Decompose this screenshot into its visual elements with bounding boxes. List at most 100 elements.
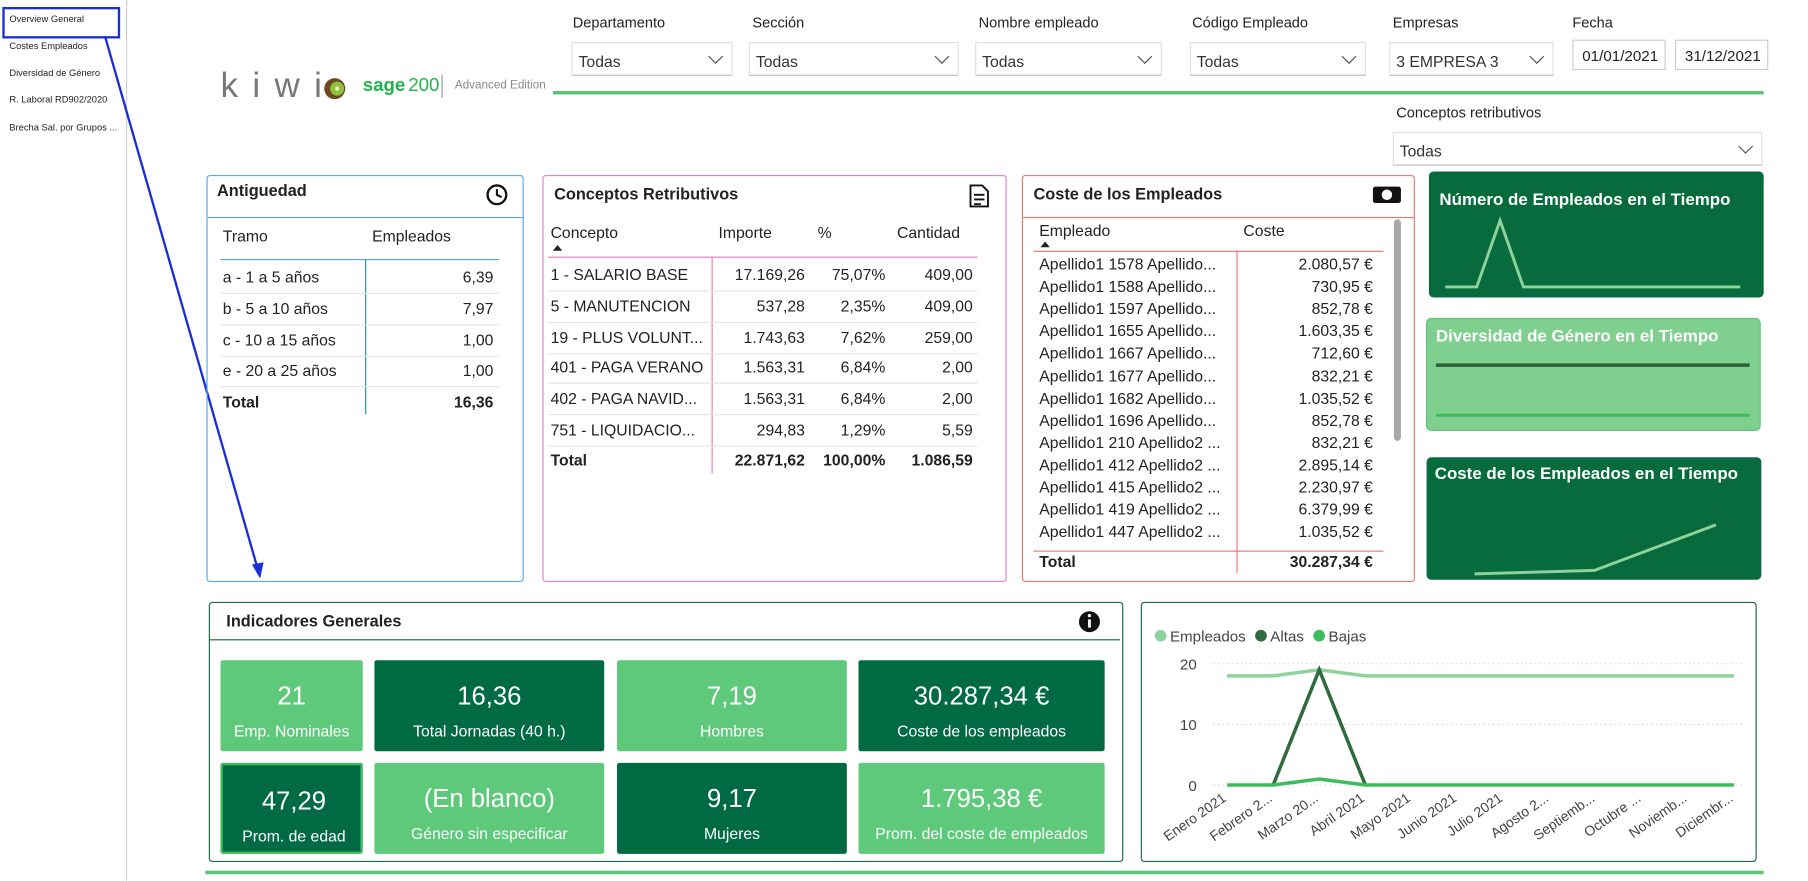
kpi-label: Hombres [700, 722, 764, 740]
cell: 1,29% [840, 421, 886, 439]
dropdown[interactable]: Todas [975, 41, 1162, 76]
rule [1022, 216, 1414, 219]
legend-marker [1313, 629, 1325, 642]
panel-title: Indicadores Generales [226, 611, 402, 630]
doc-icon [969, 184, 989, 208]
cell: 1.563,31 [743, 358, 805, 376]
row-rule [548, 321, 978, 324]
legend-label: Empleados [1170, 629, 1246, 646]
nav-item[interactable]: Overview General [9, 13, 85, 25]
y-tick-label: 10 [1180, 717, 1197, 734]
nav-item[interactable]: Brecha Sal. por Grupos ... [9, 122, 118, 133]
chevron [1738, 138, 1754, 154]
chevron [1341, 49, 1357, 64]
row-rule [220, 324, 500, 326]
scrollbar[interactable] [1393, 219, 1401, 441]
column-header: % [817, 224, 832, 242]
cell: 401 - PAGA VERANO [550, 358, 704, 376]
rule [1033, 250, 1384, 252]
cell: 6.379,99 € [1298, 500, 1373, 519]
filter-label: Nombre empleado [978, 14, 1099, 32]
cell: c - 10 a 15 años [222, 331, 336, 350]
cell: 402 - PAGA NAVID... [550, 389, 698, 408]
dropdown-value: Todas [1399, 142, 1442, 161]
kpi-card[interactable]: 30.287,34 € Coste de los empleados [858, 660, 1105, 752]
antiguedad-panel [206, 174, 524, 583]
dropdown-value: Todas [1196, 52, 1239, 71]
rule [1033, 550, 1384, 552]
cell: 852,78 € [1311, 300, 1373, 318]
cell: Apellido1 210 Apellido2 ... [1039, 433, 1221, 452]
kpi-label: Prom. de edad [242, 827, 346, 845]
kpi-card[interactable]: 1.795,38 € Prom. del coste de empleados [858, 762, 1105, 854]
date-input[interactable]: 01/01/2021 [1572, 39, 1666, 70]
filter-label: Fecha [1572, 14, 1613, 32]
sparkline [1445, 216, 1741, 289]
column-header: Empleado [1039, 221, 1111, 240]
kpi-card[interactable]: 21 Emp. Nominales [220, 660, 363, 752]
kpi-label: Prom. del coste de empleados [875, 824, 1088, 843]
cell: Apellido1 1578 Apellido... [1039, 255, 1217, 274]
cell: 1.563,31 [743, 389, 805, 408]
tile-title: Coste de los Empleados en el Tiempo [1434, 465, 1739, 484]
cell: 1.035,52 € [1298, 523, 1373, 541]
cell: Apellido1 1655 Apellido... [1039, 322, 1217, 341]
dropdown[interactable]: Todas [1189, 41, 1366, 76]
cell: 730,95 € [1311, 278, 1373, 296]
rule [207, 216, 523, 219]
arrow-head [251, 562, 264, 579]
row-rule [220, 355, 500, 357]
dropdown-value: 3 EMPRESA 3 [1396, 52, 1499, 71]
cell-total: 100,00% [823, 451, 886, 470]
cell: 7,97 [462, 300, 494, 318]
cell: 6,84% [840, 389, 886, 408]
nav-selection [2, 6, 121, 39]
indicadores-panel [208, 601, 1124, 863]
nav-item[interactable]: R. Laboral RD902/2020 [9, 94, 108, 105]
sparkline [1474, 523, 1717, 576]
cell: 852,78 € [1311, 411, 1373, 430]
tile[interactable] [1428, 171, 1764, 298]
column-divider [1236, 250, 1238, 573]
kpi-label: Género sin especificar [410, 824, 568, 843]
cell: 2,35% [840, 297, 886, 316]
cell: 1.603,35 € [1298, 322, 1373, 341]
panel-title: Coste de los Empleados [1033, 184, 1223, 203]
dropdown[interactable]: 3 EMPRESA 3 [1389, 41, 1554, 76]
row-rule [548, 382, 978, 384]
date-input[interactable]: 31/12/2021 [1675, 39, 1769, 70]
legend-marker [1255, 629, 1267, 642]
nav-item[interactable]: Diversidad de Género [9, 67, 101, 79]
tile[interactable] [1425, 317, 1761, 432]
kpi-card[interactable]: (En blanco) Género sin especificar [374, 762, 605, 854]
cell: 2.230,97 € [1298, 478, 1373, 497]
tile-title: Número de Empleados en el Tiempo [1439, 191, 1731, 210]
cell-total: 16,36 [453, 393, 494, 411]
cell: 1,00 [462, 361, 494, 380]
cell: 1.035,52 € [1298, 389, 1373, 407]
cell: Apellido1 415 Apellido2 ... [1039, 478, 1221, 497]
row-rule [548, 445, 978, 447]
dropdown[interactable]: Todas [1392, 131, 1763, 166]
cell: 2,00 [942, 358, 973, 376]
kpi-card[interactable]: 47,29 Prom. de edad [220, 762, 363, 854]
dropdown[interactable]: Todas [571, 41, 733, 76]
legend-label: Altas [1270, 629, 1304, 646]
kpi-card[interactable]: 9,17 Mujeres [617, 762, 847, 854]
cell: 832,21 € [1311, 433, 1373, 452]
kpi-card[interactable]: 7,19 Hombres [617, 660, 847, 752]
tile[interactable] [1426, 457, 1762, 580]
nav-item[interactable]: Costes Empleados [9, 40, 88, 52]
cell: 712,60 € [1311, 344, 1373, 363]
cell: 75,07% [831, 266, 886, 284]
kpi-card[interactable]: 16,36 Total Jornadas (40 h.) [374, 660, 605, 752]
dropdown[interactable]: Todas [748, 41, 959, 76]
kpi-value: (En blanco) [423, 783, 555, 814]
conceptos-panel [542, 174, 1007, 583]
line-series [1271, 665, 1367, 786]
cell: 6,84% [840, 358, 886, 376]
cell: Apellido1 447 Apellido2 ... [1039, 523, 1221, 541]
cell: Apellido1 1677 Apellido... [1039, 367, 1217, 385]
kpi-value: 1.795,38 € [920, 783, 1043, 814]
